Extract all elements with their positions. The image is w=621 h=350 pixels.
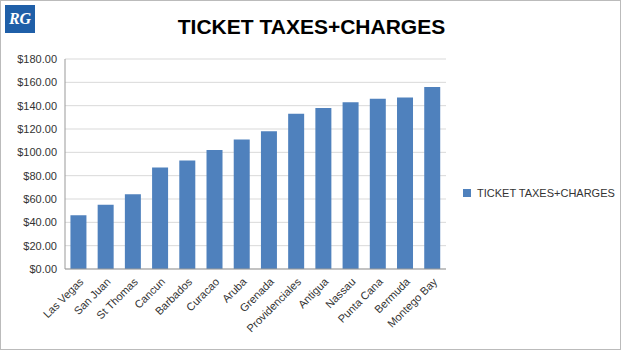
svg-text:Grenada: Grenada [237, 275, 276, 315]
svg-text:Aruba: Aruba [219, 275, 249, 305]
svg-text:Providenciales: Providenciales [244, 275, 303, 334]
html-text:TICKET TAXES+CHARGES: TICKET TAXES+CHARGES [177, 15, 446, 38]
svg-text:$80.00: $80.00 [23, 170, 57, 182]
svg-text:$60.00: $60.00 [23, 193, 57, 205]
svg-text:$120.00: $120.00 [17, 123, 57, 135]
svg-text:Antigua: Antigua [295, 275, 331, 311]
svg-text:St Thomas: St Thomas [94, 275, 140, 321]
svg-text:$180.00: $180.00 [17, 53, 57, 65]
svg-text:$0.00: $0.00 [29, 263, 57, 275]
svg-text:Cancun: Cancun [131, 275, 168, 311]
svg-text:$20.00: $20.00 [23, 240, 57, 252]
svg-text:San Juan: San Juan [71, 275, 113, 317]
svg-text:Nassau: Nassau [322, 275, 358, 311]
html-text:TICKET TAXES+CHARGES: TICKET TAXES+CHARGES [477, 187, 615, 199]
svg-text:Punta Cana: Punta Cana [335, 275, 385, 325]
svg-text:$140.00: $140.00 [17, 100, 57, 112]
svg-text:Bermuda: Bermuda [372, 275, 413, 316]
svg-text:Montego Bay: Montego Bay [385, 275, 440, 330]
svg-text:$40.00: $40.00 [23, 216, 57, 228]
svg-text:Curacao: Curacao [184, 275, 222, 313]
html-text:RG: RG [8, 10, 32, 27]
svg-text:Barbados: Barbados [152, 275, 195, 318]
svg-text:Las Vegas: Las Vegas [40, 275, 86, 321]
svg-text:$160.00: $160.00 [17, 76, 57, 88]
svg-text:$100.00: $100.00 [17, 146, 57, 158]
